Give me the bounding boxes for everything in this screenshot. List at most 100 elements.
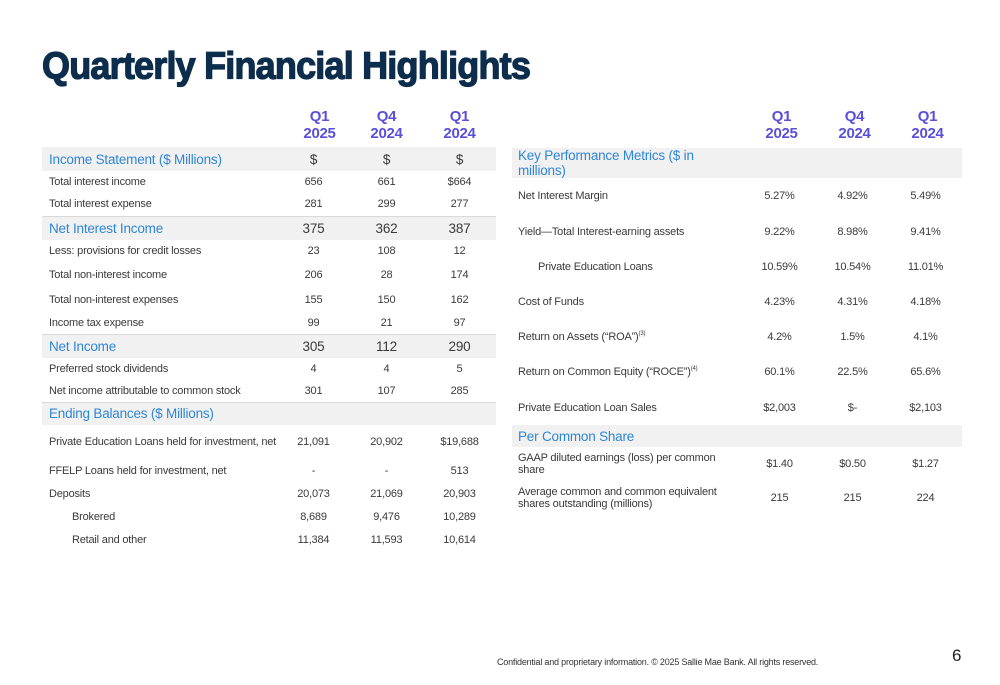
- page-number: 6: [952, 646, 962, 665]
- value-cell: 5: [456, 363, 463, 375]
- left-col-header-2: Q4 2024: [350, 108, 423, 142]
- table-row: Income tax expense 99 21 97: [42, 312, 496, 334]
- row-label: FFELP Loans held for investment, net: [49, 464, 227, 477]
- table-row: FFELP Loans held for investment, net - -…: [42, 459, 496, 482]
- value-cell: 215: [770, 492, 789, 504]
- value-cell: 8,689: [300, 510, 327, 523]
- value-cell: 174: [450, 269, 469, 281]
- value-cell: 108: [377, 245, 396, 257]
- value-cell: 28: [380, 269, 393, 281]
- footnote-ref: (3): [638, 330, 646, 337]
- value-cell: $1.27: [912, 458, 939, 470]
- section-label: Per Common Share: [512, 425, 743, 447]
- footnote-ref: (4): [690, 366, 698, 372]
- row-label: Private Education Loans held for investm…: [49, 436, 277, 448]
- value-cell: 513: [450, 464, 469, 477]
- value-cell: 11,384: [297, 533, 330, 546]
- value-cell: 661: [377, 176, 396, 188]
- value-cell: 290: [423, 333, 496, 358]
- value-cell: $2,103: [909, 401, 942, 414]
- col-quarter: Q1: [917, 108, 938, 125]
- value-cell: 162: [450, 294, 469, 306]
- value-cell: -: [384, 464, 389, 477]
- right-col-header-3: Q1 2024: [891, 108, 964, 142]
- table-row: GAAP diluted earnings (loss) per common …: [512, 447, 962, 481]
- value-cell: 23: [307, 245, 320, 257]
- section-row-per-common-share: Per Common Share: [512, 425, 962, 447]
- value-cell: 9.41%: [910, 225, 941, 238]
- table-row: Private Education Loans 10.59% 10.54% 11…: [512, 249, 962, 284]
- col-year: 2025: [303, 125, 336, 142]
- row-label: Retail and other: [72, 533, 147, 546]
- row-label: Income tax expense: [49, 316, 144, 329]
- unit-cell: $: [423, 147, 496, 171]
- value-cell: 11.01%: [907, 260, 944, 273]
- table-row: Private Education Loan Sales $2,003 $- $…: [512, 390, 962, 425]
- table-row: Total non-interest expenses 155 150 162: [42, 288, 496, 312]
- value-cell: 10.54%: [834, 260, 871, 273]
- value-cell: 21: [380, 316, 393, 329]
- col-year: 2024: [838, 125, 871, 142]
- value-cell: 21,091: [297, 436, 330, 448]
- value-cell: 9,476: [373, 510, 400, 523]
- table-row: Cost of Funds 4.23% 4.31% 4.18%: [512, 284, 962, 319]
- col-quarter: Q1: [771, 108, 792, 125]
- table-row: Preferred stock dividends 4 4 5: [42, 358, 496, 380]
- value-cell: 224: [916, 492, 935, 504]
- value-cell: -: [311, 464, 316, 477]
- value-cell: $1.40: [766, 458, 793, 470]
- value-cell: 112: [350, 333, 423, 358]
- row-label: Total interest income: [49, 176, 146, 188]
- col-quarter: Q1: [309, 108, 330, 125]
- section-label: Net Interest Income: [42, 215, 277, 240]
- row-label: Net Interest Margin: [518, 190, 608, 202]
- value-cell: $0.50: [839, 458, 866, 470]
- section-row-net-interest-income: Net Interest Income 375 362 387: [42, 215, 496, 240]
- section-row-key-performance-metrics: Key Performance Metrics ($ in millions): [512, 148, 962, 178]
- table-row: Average common and common equivalent sha…: [512, 481, 962, 515]
- value-cell: 4: [383, 363, 390, 375]
- value-cell: 1.5%: [840, 330, 865, 343]
- table-row: Total interest expense 281 299 277: [42, 193, 496, 216]
- value-cell: 20,073: [297, 487, 330, 500]
- value-cell: 4.31%: [837, 295, 868, 308]
- row-label: Yield—Total Interest-earning assets: [518, 225, 685, 238]
- value-cell: 97: [453, 316, 466, 329]
- row-label-text: Return on Assets (“ROA”): [518, 330, 639, 343]
- value-cell: 375: [277, 215, 350, 240]
- value-cell: 10.59%: [761, 260, 798, 273]
- key-metrics-table: Key Performance Metrics ($ in millions) …: [512, 148, 962, 515]
- value-cell: 299: [377, 198, 396, 211]
- value-cell: $2,003: [763, 401, 796, 414]
- row-label: Cost of Funds: [518, 295, 584, 308]
- value-cell: 20,903: [443, 487, 476, 500]
- row-label: Net income attributable to common stock: [49, 384, 241, 397]
- col-quarter: Q4: [376, 108, 397, 125]
- value-cell: 281: [304, 198, 323, 211]
- row-label: Preferred stock dividends: [49, 363, 169, 375]
- unit-cell: $: [350, 147, 423, 171]
- value-cell: 387: [423, 215, 496, 240]
- row-label: GAAP diluted earnings (loss) per common …: [518, 452, 716, 476]
- income-statement-table: Income Statement ($ Millions) $ $ $ Tota…: [42, 147, 496, 551]
- row-label: Less: provisions for credit losses: [49, 245, 202, 257]
- value-cell: 9.22%: [764, 225, 795, 238]
- table-row: Net Interest Margin 5.27% 4.92% 5.49%: [512, 178, 962, 214]
- value-cell: 305: [277, 333, 350, 358]
- value-cell: 4.23%: [764, 295, 795, 308]
- row-label: Total non-interest income: [49, 269, 167, 281]
- table-row: Brokered 8,689 9,476 10,289: [42, 505, 496, 528]
- value-cell: 4.2%: [767, 330, 792, 343]
- value-cell: 65.6%: [910, 366, 941, 378]
- value-cell: $664: [447, 176, 472, 188]
- section-row-net-income: Net Income 305 112 290: [42, 333, 496, 358]
- section-label: Ending Balances ($ Millions): [42, 401, 277, 425]
- value-cell: $19,688: [440, 436, 479, 448]
- table-row: Private Education Loans held for investm…: [42, 425, 496, 459]
- value-cell: 150: [377, 294, 396, 306]
- col-quarter: Q1: [449, 108, 470, 125]
- value-cell: 155: [304, 294, 323, 306]
- table-row: Net income attributable to common stock …: [42, 380, 496, 402]
- value-cell: $-: [847, 401, 858, 414]
- value-cell: 60.1%: [764, 366, 795, 378]
